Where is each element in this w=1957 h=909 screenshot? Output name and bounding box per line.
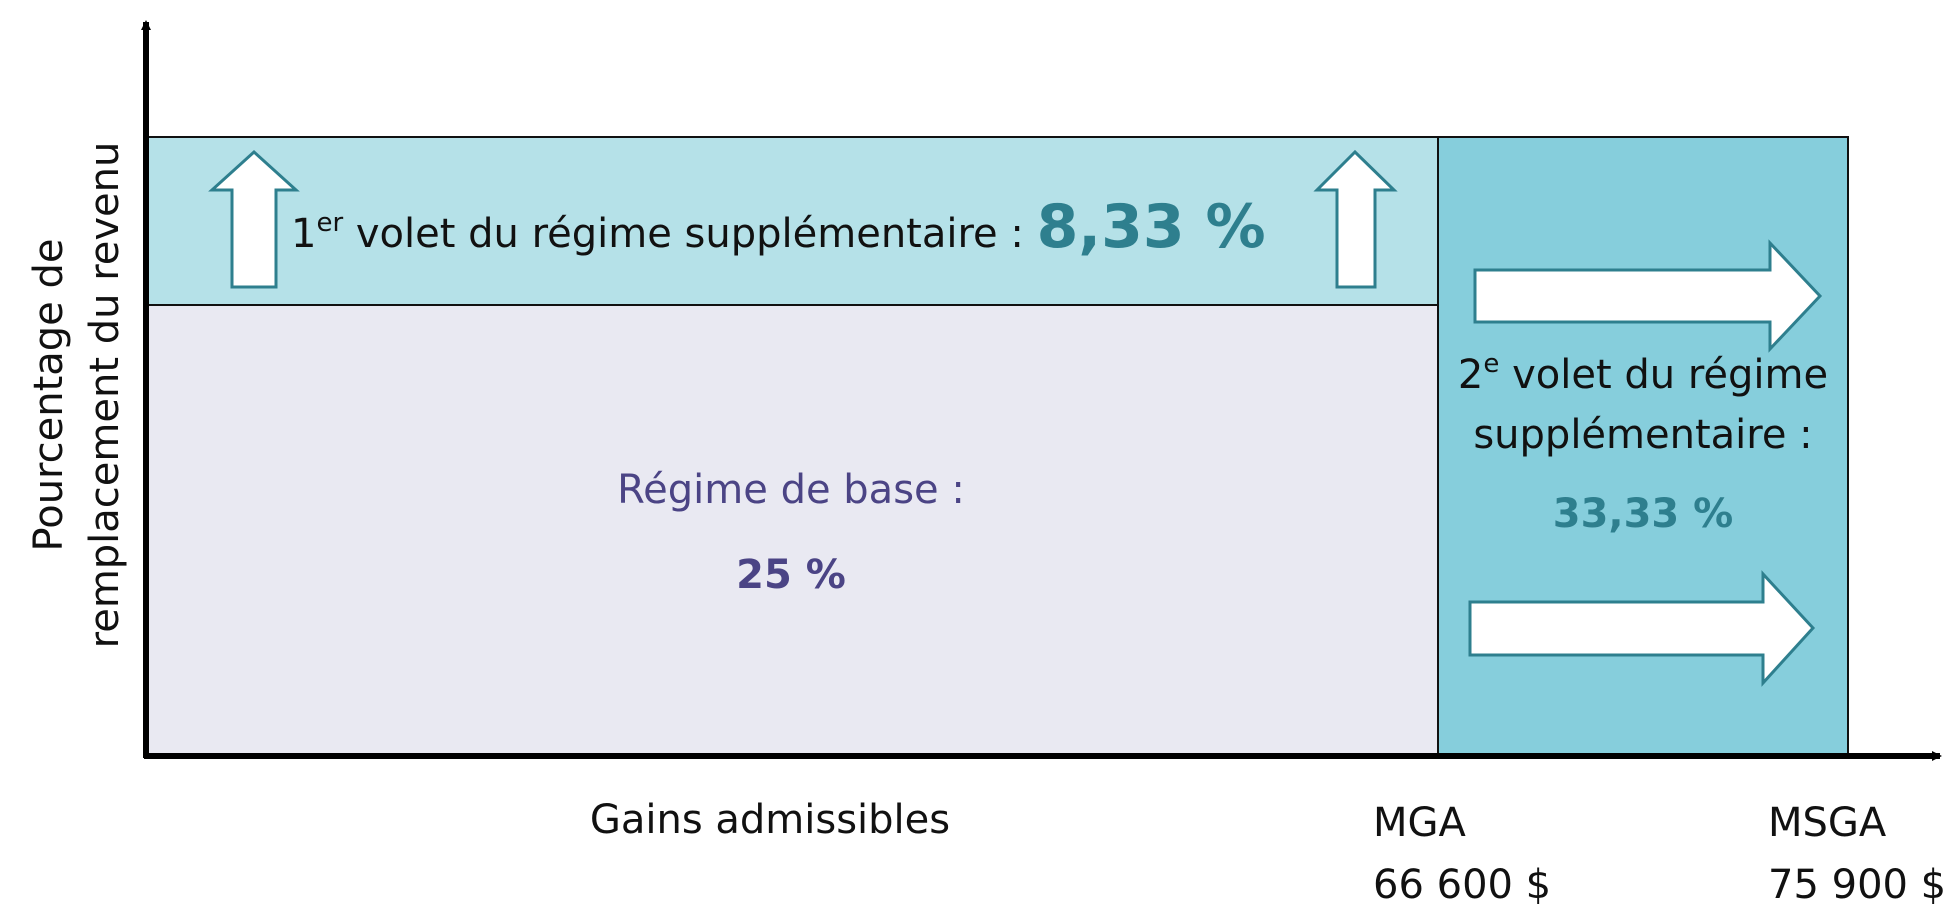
tier2-label: 2e volet du régime [1458,349,1828,398]
right-arrow [1473,239,1823,353]
base-value: 25 % [736,552,846,598]
tier2-label: supplémentaire : [1473,412,1812,458]
y-axis-label: remplacement du revenu [82,142,128,649]
marker-name: MGA [1373,800,1467,846]
tier2-text: volet du régime [1499,352,1828,398]
tier2-sup: e [1483,349,1499,379]
up-arrow [208,149,300,289]
marker-amount: 75 900 $ [1768,862,1946,908]
tier2-number: 2 [1458,352,1483,398]
tier1-region [145,136,1439,306]
tier2-value: 33,33 % [1553,491,1734,537]
up-arrow [1313,149,1398,289]
right-arrow [1468,570,1816,687]
marker-name: MSGA [1768,800,1887,846]
marker-amount: 66 600 $ [1373,862,1551,908]
tier1-text: volet du régime supplémentaire : [343,211,1036,257]
tier1-value: 8,33 % [1037,192,1266,262]
x-axis-label: Gains admissibles [590,797,950,843]
y-axis-label: Pourcentage de [26,239,72,552]
tier1-label: 1er volet du régime supplémentaire : 8,3… [291,192,1266,262]
base-region [145,304,1439,757]
tier1-number: 1 [291,211,316,257]
base-label: Régime de base : [617,467,965,513]
tier1-sup: er [316,208,343,238]
